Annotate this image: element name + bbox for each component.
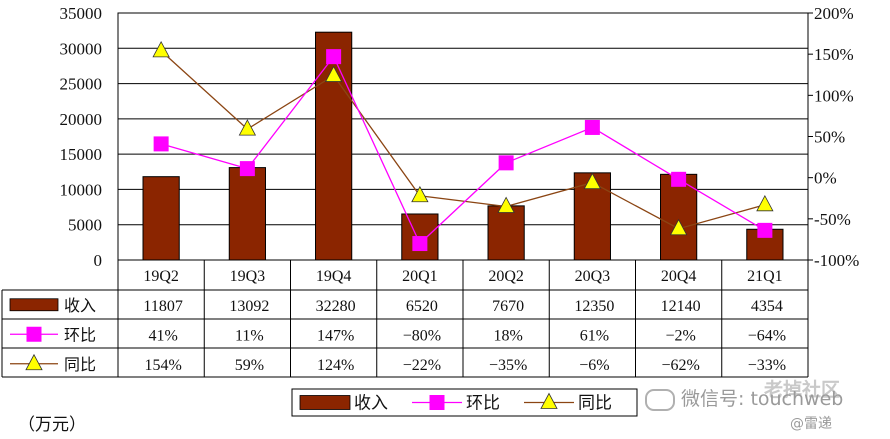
mom-point xyxy=(326,49,342,65)
mom-point xyxy=(412,236,428,252)
row-label: 同比 xyxy=(64,355,96,374)
unit-label: （万元） xyxy=(18,415,86,435)
bar xyxy=(228,167,266,261)
row-key-marker xyxy=(25,353,43,371)
mom-point xyxy=(239,161,255,177)
table-cell: 18% xyxy=(493,327,522,344)
table-cell: −33% xyxy=(748,357,786,374)
yoy-point xyxy=(583,172,602,190)
table-cell: 12350 xyxy=(574,298,614,315)
row-key-marker xyxy=(26,326,42,342)
mom-point xyxy=(498,155,514,171)
right-tick-label: 200% xyxy=(814,4,854,23)
bar xyxy=(142,176,180,261)
watermark-text: 微信号: touchweb xyxy=(681,388,844,410)
category-label: 19Q4 xyxy=(316,268,352,285)
table-cell: −22% xyxy=(403,357,441,374)
table-cell: 11% xyxy=(235,327,264,344)
table-cell: −62% xyxy=(661,357,699,374)
legend-key-marker xyxy=(540,392,558,409)
table-cell: −2% xyxy=(665,327,695,344)
gridlines xyxy=(118,12,808,261)
table-cell: 32280 xyxy=(316,298,356,315)
mom-point xyxy=(671,171,687,187)
table-cell: 124% xyxy=(317,357,354,374)
row-label: 环比 xyxy=(64,325,96,344)
right-tick-label: 50% xyxy=(814,128,845,147)
watermark-top: 老掉社区 xyxy=(764,379,841,401)
category-label: 20Q4 xyxy=(661,268,697,285)
yoy-line xyxy=(160,50,766,230)
left-tick-label: 0 xyxy=(94,251,103,270)
bar xyxy=(401,213,439,261)
bar xyxy=(487,205,525,261)
table-cell: 154% xyxy=(144,357,181,374)
table-cell: 4354 xyxy=(751,298,783,315)
yoy-point xyxy=(238,119,257,136)
mom-point xyxy=(153,136,169,152)
plot-frame xyxy=(117,12,809,261)
table-cell: 13092 xyxy=(229,298,269,315)
watermark: 微信号: touchweb xyxy=(645,384,843,411)
table-cell: −6% xyxy=(579,357,609,374)
left-tick-label: 30000 xyxy=(60,39,103,58)
category-label: 20Q3 xyxy=(575,268,611,285)
yoy-point xyxy=(411,185,429,203)
table-cell: −35% xyxy=(489,357,527,374)
row-key-bar xyxy=(9,298,59,312)
right-tick-label: 100% xyxy=(814,86,854,105)
table-cell: 11807 xyxy=(143,298,182,315)
legend-label: 同比 xyxy=(578,394,612,414)
left-tick-label: 10000 xyxy=(60,180,103,199)
yoy-point xyxy=(497,196,515,213)
right-tick-label: -100% xyxy=(814,251,859,270)
category-label: 19Q3 xyxy=(230,268,266,285)
category-label: 20Q1 xyxy=(402,268,438,285)
table-cell: −80% xyxy=(403,327,441,344)
right-tick-label: 150% xyxy=(814,45,854,64)
left-tick-label: 15000 xyxy=(60,145,103,164)
yoy-point xyxy=(324,65,343,82)
table-cell: 61% xyxy=(580,327,609,344)
row-label: 收入 xyxy=(64,296,96,315)
yoy-point xyxy=(152,41,170,58)
axes: 0 5000 10000 15000 20000 25000 30000 35000 -100%… xyxy=(60,4,860,270)
category-label: 21Q1 xyxy=(747,268,783,285)
category-label: 20Q2 xyxy=(488,268,524,285)
legend-key-bar xyxy=(299,395,351,410)
watermark-sub: @雷递 xyxy=(790,416,832,432)
left-tick-label: 35000 xyxy=(60,4,103,23)
wechat-icon xyxy=(645,388,675,411)
table-cell: 59% xyxy=(235,357,264,374)
data-table: 19Q2 19Q3 19Q4 20Q1 20Q2 20Q3 20Q4 21Q1 收入 11807 1… xyxy=(1,259,809,378)
yoy-point xyxy=(669,218,688,236)
table-cell: −64% xyxy=(748,327,786,344)
legend-label: 环比 xyxy=(466,394,500,414)
mom-point xyxy=(584,119,600,135)
left-tick-label: 20000 xyxy=(60,110,103,129)
table-cell: 12140 xyxy=(661,298,701,315)
right-tick-label: -50% xyxy=(814,210,851,229)
table-cell: 6520 xyxy=(406,298,438,315)
legend: 收入 环比 同比 xyxy=(291,388,638,417)
yoy-point xyxy=(756,194,774,212)
left-tick-label: 5000 xyxy=(68,216,102,235)
table-cell: 41% xyxy=(148,327,177,344)
legend-label: 收入 xyxy=(354,394,388,414)
category-label: 19Q2 xyxy=(143,268,179,285)
legend-key-marker xyxy=(429,395,445,410)
mom-line xyxy=(160,55,766,245)
right-tick-label: 0% xyxy=(814,169,837,188)
mom-point xyxy=(757,222,773,238)
ratio-lines xyxy=(152,41,774,252)
left-tick-label: 25000 xyxy=(60,75,103,94)
table-cell: 147% xyxy=(317,327,354,344)
revenue-bars xyxy=(142,31,784,261)
table-cell: 7670 xyxy=(492,298,524,315)
